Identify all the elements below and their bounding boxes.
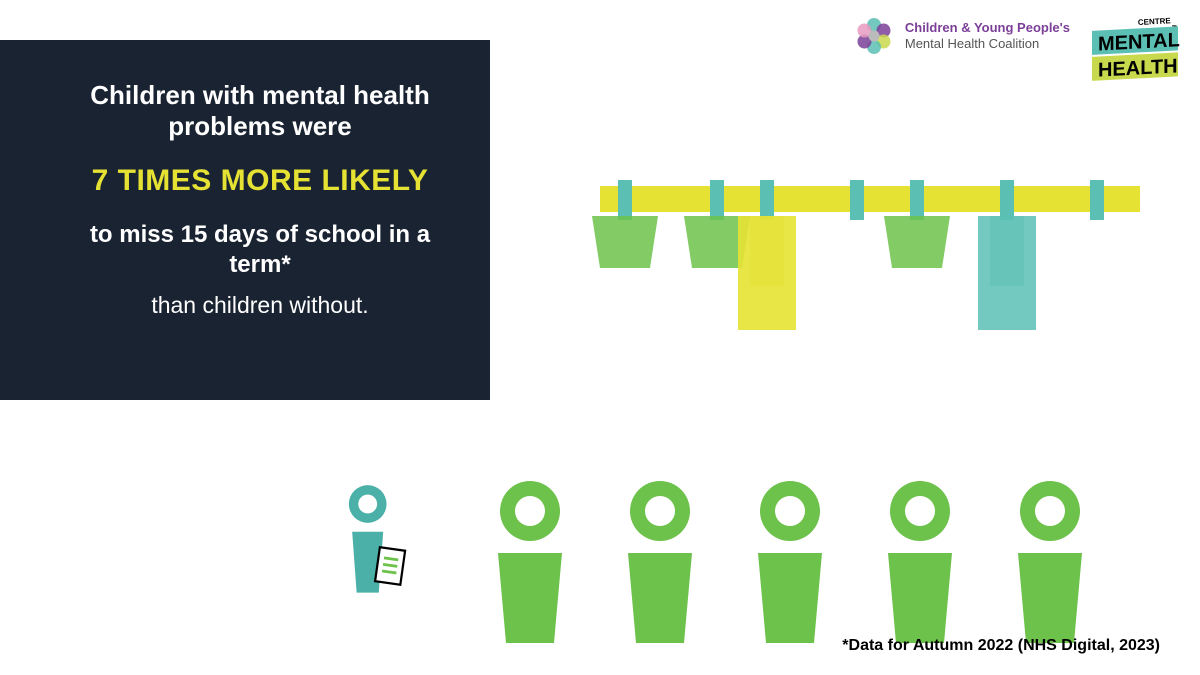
student-figure xyxy=(1000,475,1100,645)
logo-cmh: CENTRE FOR MENTAL HEALTH xyxy=(1090,15,1180,85)
svg-text:CENTRE: CENTRE xyxy=(1138,16,1172,27)
student-figure xyxy=(870,475,970,645)
svg-text:HEALTH: HEALTH xyxy=(1098,55,1178,81)
student-figure xyxy=(610,475,710,645)
teacher-figure xyxy=(340,435,412,645)
stat-line-1: Children with mental health problems wer… xyxy=(60,80,460,142)
stat-highlight: 7 TIMES MORE LIKELY xyxy=(60,164,460,198)
logo-cyp: Children & Young People's Mental Health … xyxy=(853,15,1070,57)
stat-line-2: to miss 15 days of school in a term* xyxy=(60,220,460,280)
svg-text:MENTAL: MENTAL xyxy=(1098,29,1180,55)
logo-cyp-line2: Mental Health Coalition xyxy=(905,36,1070,52)
footnote: *Data for Autumn 2022 (NHS Digital, 2023… xyxy=(842,637,1160,655)
logo-cyp-text: Children & Young People's Mental Health … xyxy=(905,20,1070,51)
flower-icon xyxy=(853,15,895,57)
student-figure xyxy=(740,475,840,645)
stat-line-3: than children without. xyxy=(60,292,460,319)
stat-panel: Children with mental health problems wer… xyxy=(0,40,490,400)
coat-hooks-graphic xyxy=(590,180,1150,350)
student-figure xyxy=(480,475,580,645)
student-row xyxy=(480,475,1100,645)
classroom-figures xyxy=(340,435,1100,645)
logo-cyp-line1: Children & Young People's xyxy=(905,20,1070,36)
logo-bar: Children & Young People's Mental Health … xyxy=(853,15,1180,85)
